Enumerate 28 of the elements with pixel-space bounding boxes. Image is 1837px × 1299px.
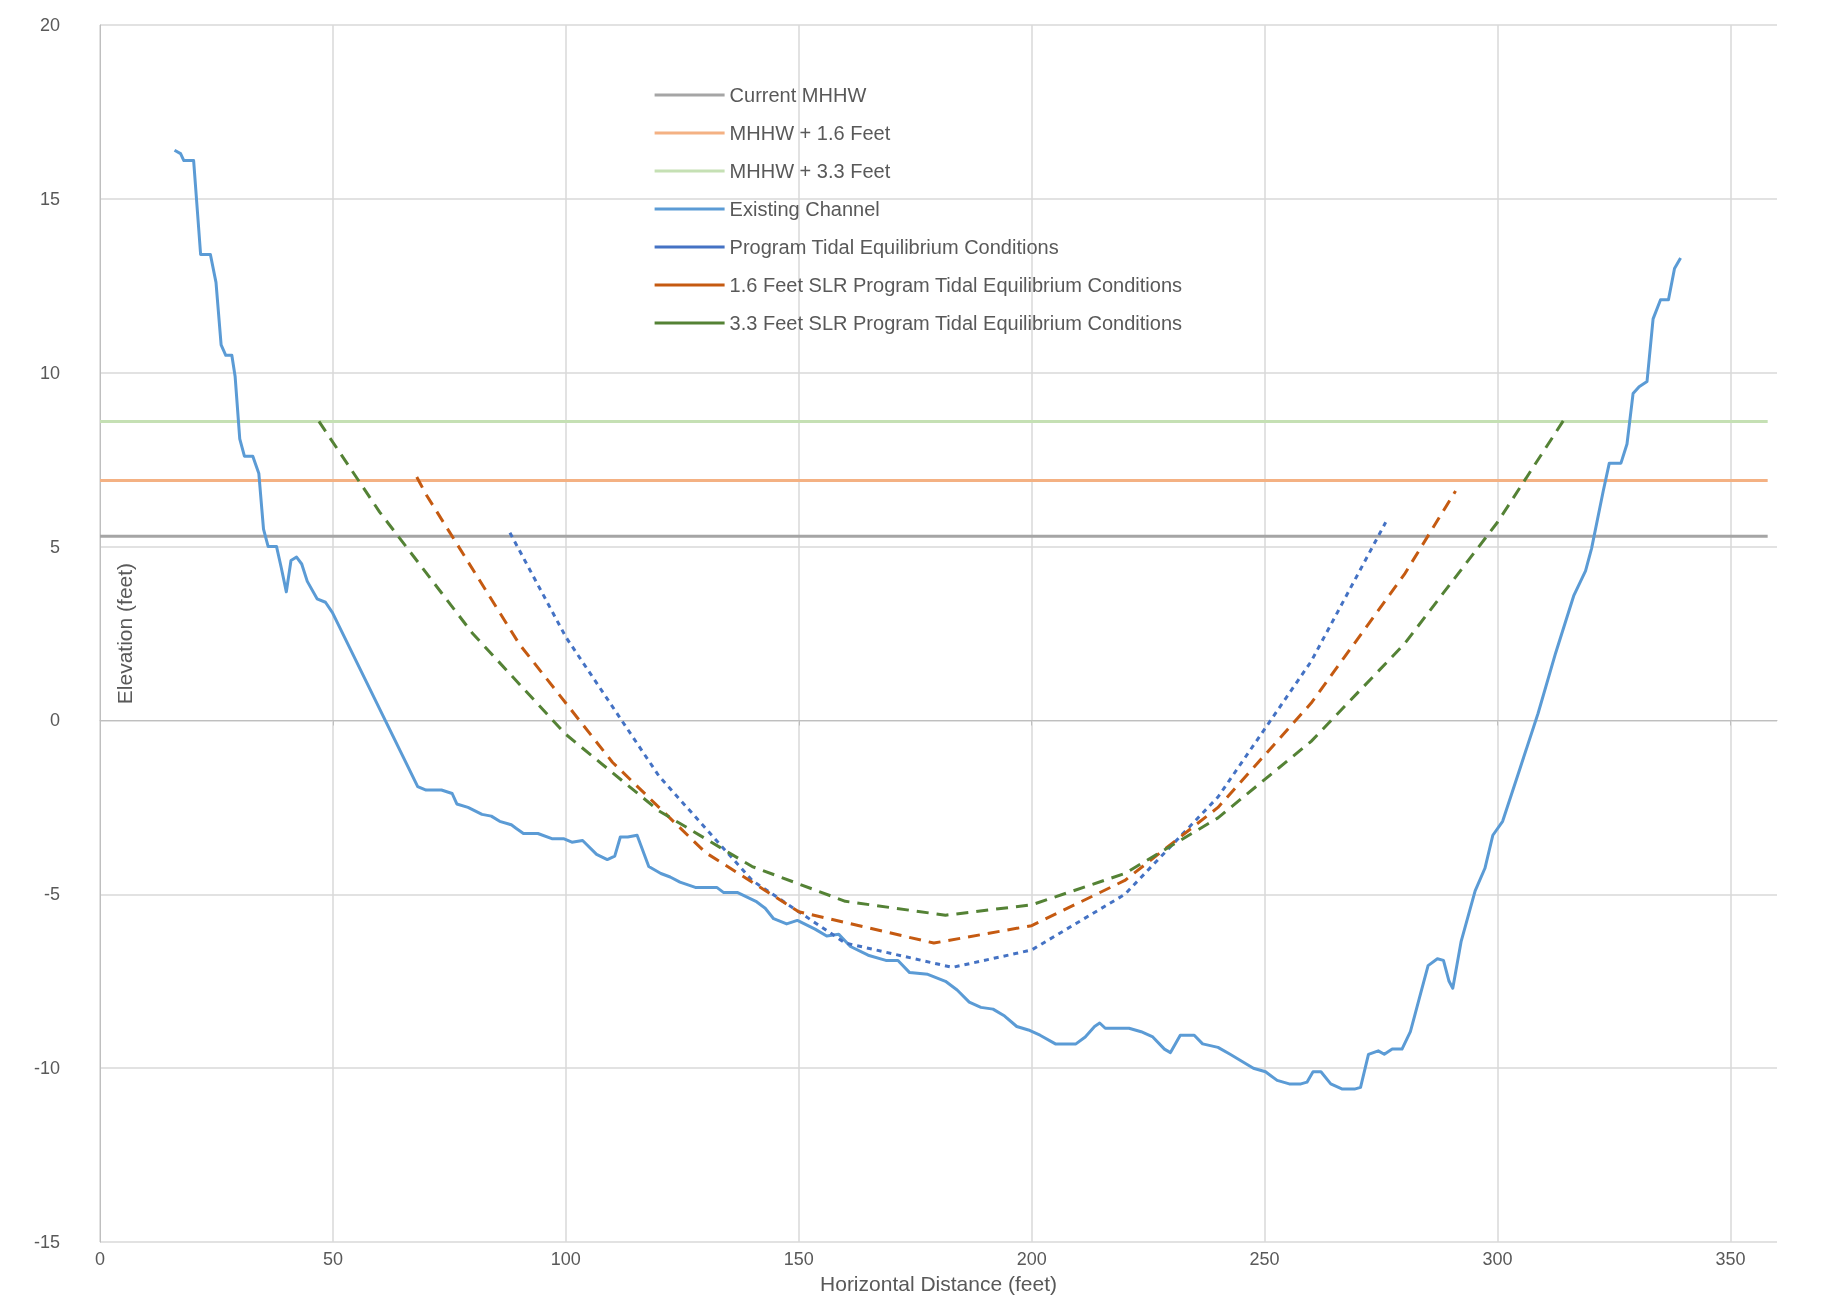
- x-tick-label: 50: [322, 1249, 343, 1270]
- legend-label: MHHW + 3.3 Feet: [729, 160, 891, 182]
- y-tick-label: 10: [39, 362, 60, 383]
- x-tick-label: 250: [1249, 1249, 1280, 1270]
- line-series: [173, 148, 1683, 1091]
- y-tick-label: -5: [43, 884, 60, 905]
- legend-label: 1.6 Feet SLR Program Tidal Equilibrium Conditions: [729, 274, 1183, 296]
- x-tick-label: 0: [94, 1249, 106, 1270]
- y-tick-label: 15: [39, 188, 60, 209]
- x-tick-label: 150: [783, 1249, 814, 1270]
- y-tick-label: 5: [49, 536, 60, 557]
- y-axis-title: Elevation (feet): [113, 562, 136, 705]
- y-tick-label: -15: [33, 1232, 60, 1253]
- y-tick-label: -10: [33, 1058, 60, 1079]
- x-tick-label: 350: [1715, 1249, 1746, 1270]
- line-series: [508, 520, 1388, 969]
- legend-label: Current MHHW: [729, 84, 867, 106]
- x-tick-label: 200: [1016, 1249, 1047, 1270]
- x-tick-label: 100: [550, 1249, 581, 1270]
- x-axis-title: Horizontal Distance (feet): [820, 1272, 1057, 1295]
- line-series: [415, 475, 1458, 945]
- legend-label: 3.3 Feet SLR Program Tidal Equilibrium Conditions: [729, 312, 1183, 334]
- x-tick-label: 300: [1482, 1249, 1513, 1270]
- legend-label: Existing Channel: [729, 198, 880, 220]
- legend-label: MHHW + 1.6 Feet: [729, 122, 891, 144]
- y-tick-label: 0: [49, 710, 60, 731]
- legend-label: Program Tidal Equilibrium Conditions: [729, 236, 1059, 258]
- y-tick-label: 20: [39, 15, 60, 35]
